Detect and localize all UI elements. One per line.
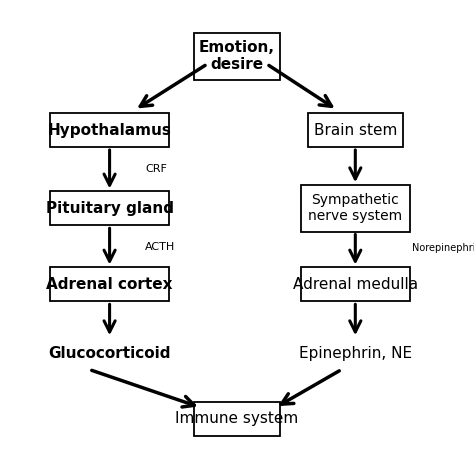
Text: Adrenal cortex: Adrenal cortex xyxy=(46,277,173,292)
FancyBboxPatch shape xyxy=(50,267,169,302)
Text: ACTH: ACTH xyxy=(145,242,175,252)
Text: Adrenal medulla: Adrenal medulla xyxy=(293,277,418,292)
FancyBboxPatch shape xyxy=(308,113,403,147)
Text: Emotion,
desire: Emotion, desire xyxy=(199,40,275,73)
Text: Brain stem: Brain stem xyxy=(314,123,397,137)
Text: Immune system: Immune system xyxy=(175,411,299,426)
Text: Glucocorticoid: Glucocorticoid xyxy=(48,346,171,361)
FancyBboxPatch shape xyxy=(194,402,280,436)
Text: Pituitary gland: Pituitary gland xyxy=(46,201,173,216)
FancyBboxPatch shape xyxy=(194,33,280,80)
FancyBboxPatch shape xyxy=(50,192,169,226)
FancyBboxPatch shape xyxy=(301,185,410,232)
FancyBboxPatch shape xyxy=(301,267,410,302)
Text: CRF: CRF xyxy=(145,164,167,174)
Text: Sympathetic
nerve system: Sympathetic nerve system xyxy=(308,193,402,224)
Text: Hypothalamus: Hypothalamus xyxy=(48,123,172,137)
Text: Norepinephrine(NE): Norepinephrine(NE) xyxy=(412,243,474,253)
Text: Epinephrin, NE: Epinephrin, NE xyxy=(299,346,412,361)
FancyBboxPatch shape xyxy=(50,113,169,147)
